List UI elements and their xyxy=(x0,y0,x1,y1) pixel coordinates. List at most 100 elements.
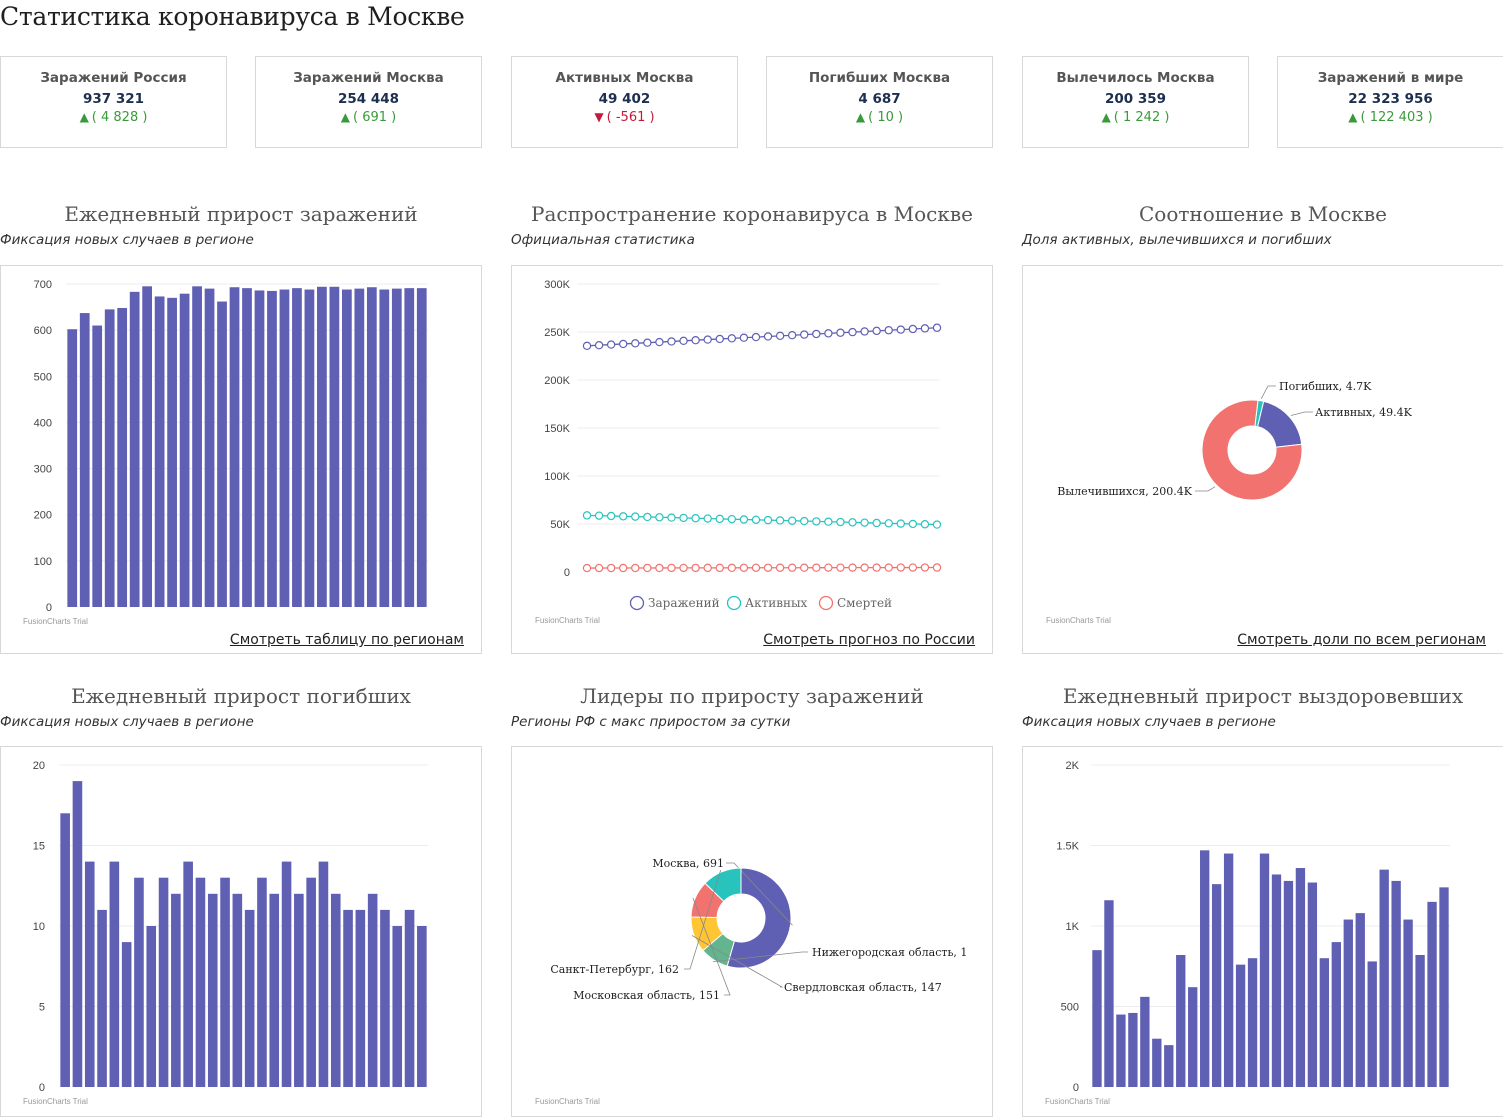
regions-shares-link[interactable]: Смотреть доли по всем регионам xyxy=(1237,632,1486,648)
daily-infections-subtitle: Фиксация новых случаев в регионе xyxy=(0,232,254,248)
bar xyxy=(1176,954,1186,1087)
bar xyxy=(1104,900,1114,1087)
bar xyxy=(72,781,83,1087)
regions-table-link[interactable]: Смотреть таблицу по регионам xyxy=(229,632,464,648)
y-tick-label: 1.5K xyxy=(1056,841,1079,853)
data-point xyxy=(691,514,700,523)
bar xyxy=(195,877,206,1087)
data-point xyxy=(739,515,749,524)
spread-title: Распространение коронавируса в Москве xyxy=(531,202,973,226)
slice-label: Московская область, 151 xyxy=(573,989,720,1002)
slice-label: Погибших, 4.7K xyxy=(1279,380,1372,393)
y-tick-label: 150K xyxy=(544,423,570,435)
stat-delta-value: ( 1 242 ) xyxy=(1113,110,1170,125)
stat-value: 937 321 xyxy=(82,91,145,107)
stat-delta-value: ( 10 ) xyxy=(868,110,904,125)
data-point xyxy=(896,563,905,572)
arrow-up-icon: ▲ xyxy=(340,110,350,124)
data-point xyxy=(775,516,785,525)
pie-slice xyxy=(1201,399,1303,501)
y-tick-label: 5 xyxy=(39,1002,45,1014)
data-point xyxy=(800,563,809,572)
arrow-down-icon: ▼ xyxy=(594,110,604,124)
data-point xyxy=(884,519,893,528)
arrow-up-icon: ▲ xyxy=(79,110,89,124)
data-point xyxy=(619,563,628,573)
bar xyxy=(1116,1014,1126,1087)
stat-cards: Заражений Россия 937 321 ▲( 4 828 ) Зара… xyxy=(0,56,1503,148)
stat-title: Погибших Москва xyxy=(808,70,951,86)
data-point xyxy=(643,512,652,522)
data-point xyxy=(932,520,942,529)
daily-deaths-chart-box: 0 5 10 15 20 FusionCharts Trial xyxy=(0,746,482,1117)
bar xyxy=(343,909,353,1087)
data-point xyxy=(836,328,845,337)
data-point xyxy=(812,329,821,339)
bar xyxy=(267,290,277,607)
data-point xyxy=(667,563,676,573)
leader-line xyxy=(712,951,808,963)
bar xyxy=(1188,987,1198,1087)
data-point xyxy=(739,333,749,342)
series-line xyxy=(586,514,938,526)
data-point xyxy=(643,563,652,573)
bar xyxy=(279,289,290,607)
daily-infections-chart: 0 100 200 300 400 500 600 700 FusionCharts Trial xyxy=(23,279,428,626)
bar xyxy=(1439,887,1449,1087)
data-point xyxy=(619,512,628,521)
data-point xyxy=(787,563,797,572)
bar xyxy=(317,286,327,607)
bar xyxy=(244,909,255,1087)
data-point xyxy=(606,563,616,573)
data-point xyxy=(884,563,893,572)
data-point xyxy=(872,563,881,572)
bar xyxy=(1152,1038,1162,1087)
data-point xyxy=(703,514,712,523)
bar xyxy=(109,861,120,1087)
daily-infections-chart-box: 0 100 200 300 400 500 600 700 FusionCharts Trial… xyxy=(0,265,482,654)
daily-deaths-title: Ежедневный прирост погибших xyxy=(71,684,411,708)
bar xyxy=(404,909,415,1087)
bar xyxy=(1164,1045,1174,1087)
bar xyxy=(1427,901,1437,1087)
bar xyxy=(1331,942,1341,1087)
spread-chart-box: 0 50K 100K 150K 200K 250K 300K Заражений Активны… xyxy=(511,265,993,654)
daily-deaths-chart: 0 5 10 15 20 FusionCharts Trial xyxy=(23,760,428,1106)
data-point xyxy=(824,563,833,572)
pie-slice xyxy=(704,867,742,903)
data-point xyxy=(631,512,640,521)
leader-line xyxy=(691,935,784,988)
data-point xyxy=(920,563,930,572)
bar xyxy=(154,296,165,607)
ratio-chart-box: Погибших, 4.7K Активных, 49.4K Вылечившихс… xyxy=(1022,265,1503,654)
data-point xyxy=(751,563,761,572)
bar xyxy=(304,289,315,607)
bar xyxy=(1223,853,1234,1087)
data-point xyxy=(908,519,918,529)
data-point xyxy=(787,516,797,525)
bar xyxy=(1235,964,1246,1087)
russia-forecast-link[interactable]: Смотреть прогноз по России xyxy=(763,632,975,648)
y-tick-label: 500 xyxy=(1061,1002,1079,1014)
y-tick-label: 250K xyxy=(544,327,570,339)
stat-title: Заражений Россия xyxy=(40,70,187,86)
data-point xyxy=(679,513,688,523)
data-point xyxy=(812,517,821,526)
bar xyxy=(232,893,243,1087)
slice-label: Вылечившихся, 200.4K xyxy=(1057,485,1192,498)
bar xyxy=(67,329,78,607)
data-point xyxy=(606,511,616,521)
data-point xyxy=(631,563,640,573)
bar xyxy=(1259,853,1270,1087)
ratio-chart: Погибших, 4.7K Активных, 49.4K Вылечившихс… xyxy=(1046,380,1413,625)
y-tick-label: 20 xyxy=(33,760,45,772)
bar xyxy=(1403,919,1413,1087)
bar xyxy=(242,288,252,607)
bar xyxy=(281,861,292,1087)
page-title: Статистика коронавируса в Москве xyxy=(0,2,465,31)
trial-label: FusionCharts Trial xyxy=(535,1097,600,1106)
data-point xyxy=(884,326,893,335)
y-tick-label: 0 xyxy=(564,567,570,579)
stat-delta: ▲( 122 403 ) xyxy=(1278,110,1503,125)
bar xyxy=(392,926,403,1087)
